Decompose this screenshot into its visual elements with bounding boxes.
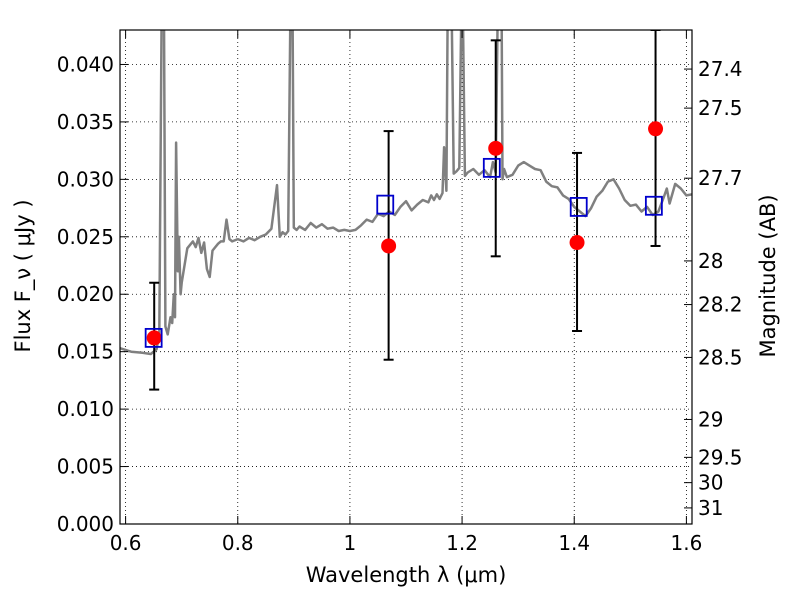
y-tick-label: 0.030 xyxy=(57,167,114,191)
synthetic-point xyxy=(144,327,163,348)
observed-point xyxy=(381,238,397,254)
y-tick-label: 0.035 xyxy=(57,110,114,134)
axis-ticks xyxy=(120,30,692,525)
synthetic-points xyxy=(144,157,663,348)
model-spectrum xyxy=(120,30,692,356)
mag-tick-label: 29 xyxy=(698,407,723,431)
mag-tick-label: 30 xyxy=(698,471,723,495)
x-tick-label: 1.2 xyxy=(446,531,478,555)
mag-tick-label: 28.2 xyxy=(698,293,743,317)
tick-labels: 0.6 0.8 1 1.2 1.4 1.6 0.000 0.005 0.010 0.015 0.02… xyxy=(57,52,743,555)
observed-points xyxy=(146,121,664,346)
y-tick-label: 0.015 xyxy=(57,340,114,364)
error-bars xyxy=(149,30,661,391)
y-axis-label: Flux F_ν ( μJy ) xyxy=(11,199,36,352)
mag-tick-label: 29.5 xyxy=(698,445,743,469)
observed-point xyxy=(569,235,585,251)
right-axis-label: Magnitude (AB) xyxy=(756,194,780,357)
y-tick-label: 0.040 xyxy=(57,52,114,76)
y-tick-label: 0.005 xyxy=(57,455,114,479)
x-tick-label: 1.4 xyxy=(558,531,590,555)
x-tick-label: 1.6 xyxy=(670,531,702,555)
mag-tick-label: 31 xyxy=(698,496,723,520)
plot-area xyxy=(120,30,692,391)
synthetic-point xyxy=(644,195,663,216)
mag-tick-label: 27.4 xyxy=(698,57,743,81)
grid xyxy=(120,30,692,525)
mag-tick-label: 28.5 xyxy=(698,345,743,369)
x-tick-label: 1 xyxy=(344,531,357,555)
y-tick-label: 0.020 xyxy=(57,282,114,306)
x-axis-label: Wavelength λ (μm) xyxy=(306,563,507,587)
x-tick-label: 0.6 xyxy=(110,531,142,555)
synthetic-point xyxy=(482,157,501,178)
synthetic-point xyxy=(569,197,588,217)
y-tick-label: 0.025 xyxy=(57,225,114,249)
observed-point xyxy=(146,330,162,346)
mag-tick-label: 28 xyxy=(698,249,723,273)
spectrum-line xyxy=(120,30,692,356)
x-tick-label: 0.8 xyxy=(222,531,254,555)
observed-point xyxy=(648,121,664,137)
plot-frame xyxy=(119,29,693,525)
observed-point xyxy=(488,140,504,156)
y-tick-label: 0.010 xyxy=(57,397,114,421)
y-tick-label: 0.000 xyxy=(57,512,114,536)
mag-tick-label: 27.7 xyxy=(698,166,743,190)
mag-tick-label: 27.5 xyxy=(698,96,743,120)
synthetic-point xyxy=(376,194,395,215)
